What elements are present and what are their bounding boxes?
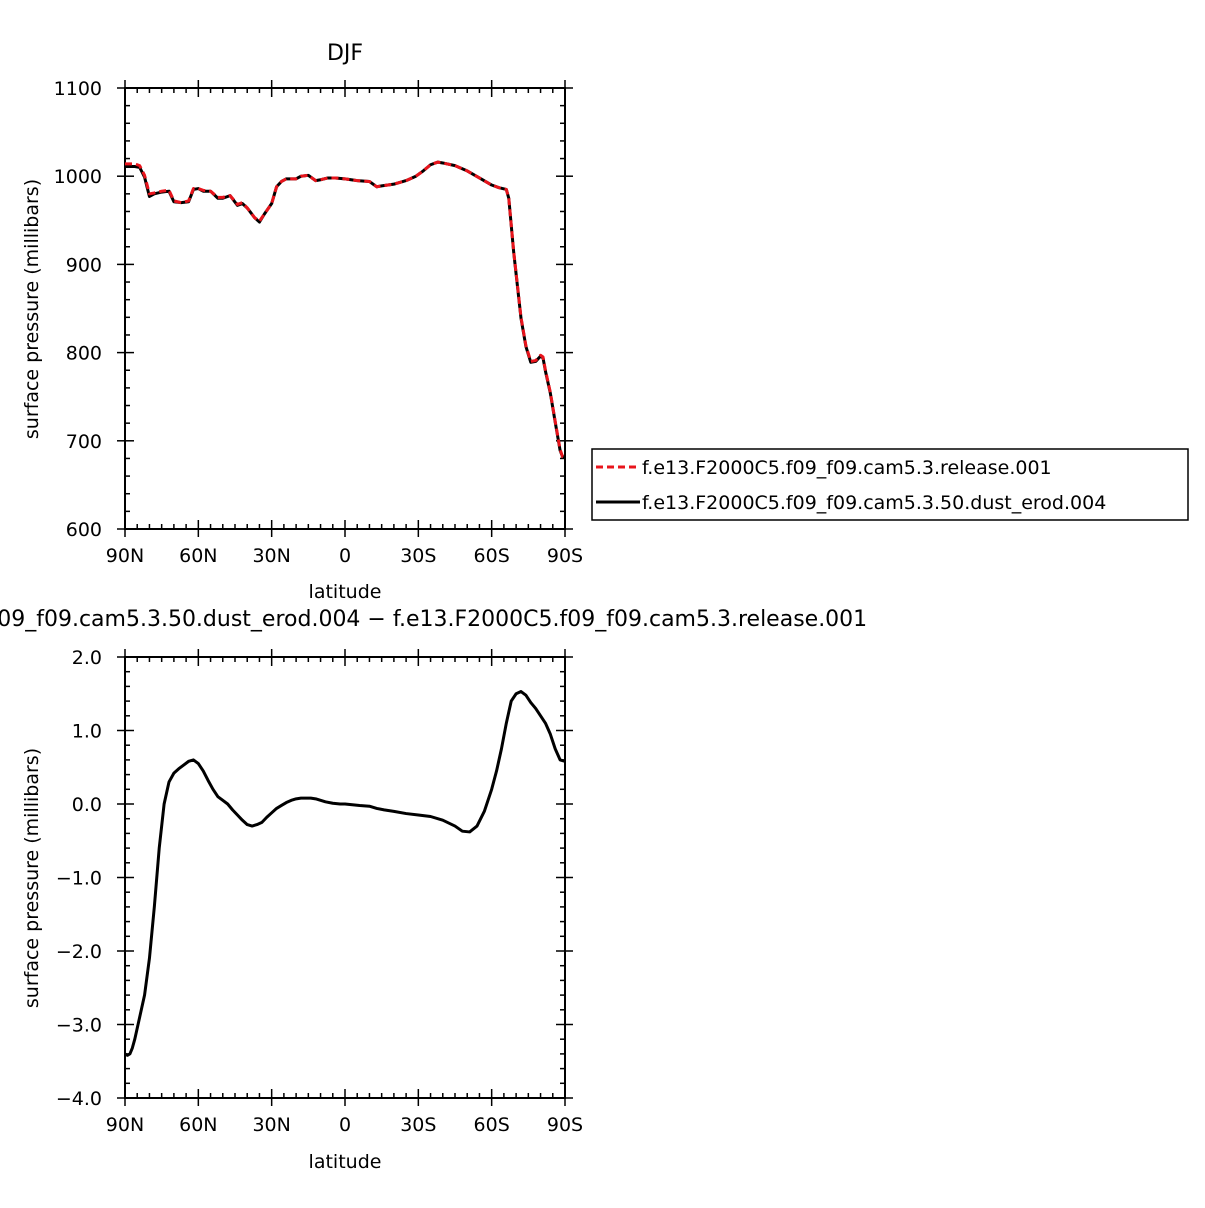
top-x-tick-label: 30S <box>400 545 436 567</box>
top-x-tick-label: 0 <box>339 545 351 567</box>
top-series-line-1 <box>125 160 565 459</box>
legend-label-series-1: f.e13.F2000C5.f09_f09.cam5.3.release.001 <box>642 457 1052 479</box>
top-y-tick-label: 700 <box>66 431 102 453</box>
bottom-y-tick-label: 0.0 <box>72 794 102 816</box>
top-y-tick-label: 1100 <box>54 78 102 100</box>
bottom-x-tick-label: 60N <box>179 1114 217 1136</box>
top-x-tick-label: 60N <box>179 545 217 567</box>
bottom-y-tick-label: −3.0 <box>56 1015 102 1037</box>
top-chart-x-axis-label: latitude <box>309 581 382 603</box>
bottom-x-tick-label: 90S <box>547 1114 583 1136</box>
top-y-tick-label: 900 <box>66 254 102 276</box>
legend-frame <box>591 448 1189 521</box>
bottom-x-tick-label: 0 <box>339 1114 351 1136</box>
top-x-tick-label: 30N <box>252 545 290 567</box>
bottom-x-tick-label: 90N <box>106 1114 144 1136</box>
bottom-y-tick-label: −1.0 <box>56 868 102 890</box>
top-chart-plot-area: 90N 60N 30N 0 30S 60S 90S 600 700 800 900 1000 1100 <box>54 78 583 567</box>
bottom-y-tick-label: 1.0 <box>72 721 102 743</box>
bottom-chart-x-axis-label: latitude <box>309 1151 382 1173</box>
top-x-tick-label: 60S <box>474 545 510 567</box>
top-x-tick-label: 90S <box>547 545 583 567</box>
legend-label-series-2: f.e13.F2000C5.f09_f09.cam5.3.50.dust_ero… <box>642 492 1106 514</box>
top-y-tick-label: 1000 <box>54 166 102 188</box>
bottom-x-tick-label: 30N <box>252 1114 290 1136</box>
top-chart-frame <box>124 87 566 530</box>
top-chart-title: DJF <box>327 41 363 66</box>
bottom-y-tick-label: −2.0 <box>56 941 102 963</box>
top-x-tick-label: 90N <box>106 545 144 567</box>
bottom-chart-frame <box>124 656 566 1099</box>
bottom-chart: f.e13.F2000C5.f09_f09.cam5.3.50.dust_ero… <box>0 607 867 1173</box>
top-y-tick-label: 800 <box>66 343 102 365</box>
bottom-x-tick-label: 30S <box>400 1114 436 1136</box>
bottom-x-tick-label: 60S <box>474 1114 510 1136</box>
bottom-y-tick-label: 2.0 <box>72 647 102 669</box>
bottom-series-line-1 <box>125 690 565 1057</box>
top-chart: DJF 90N 60N 30N 0 30S 60S 90S 600 700 800 900 1000 1… <box>21 41 583 603</box>
bottom-chart-y-axis-label: surface pressure (millibars) <box>21 748 43 1008</box>
bottom-chart-plot-area: 90N 60N 30N 0 30S 60S 90S −4.0 −3.0 −2.0 −1.0 0.0 1.… <box>56 647 583 1136</box>
top-chart-legend: f.e13.F2000C5.f09_f09.cam5.3.release.001… <box>591 448 1189 521</box>
top-series-line-2 <box>125 160 565 459</box>
top-chart-y-axis-label: surface pressure (millibars) <box>21 179 43 439</box>
bottom-y-tick-label: −4.0 <box>56 1088 102 1110</box>
bottom-chart-title: f.e13.F2000C5.f09_f09.cam5.3.50.dust_ero… <box>0 607 867 632</box>
top-y-tick-label: 600 <box>66 519 102 541</box>
